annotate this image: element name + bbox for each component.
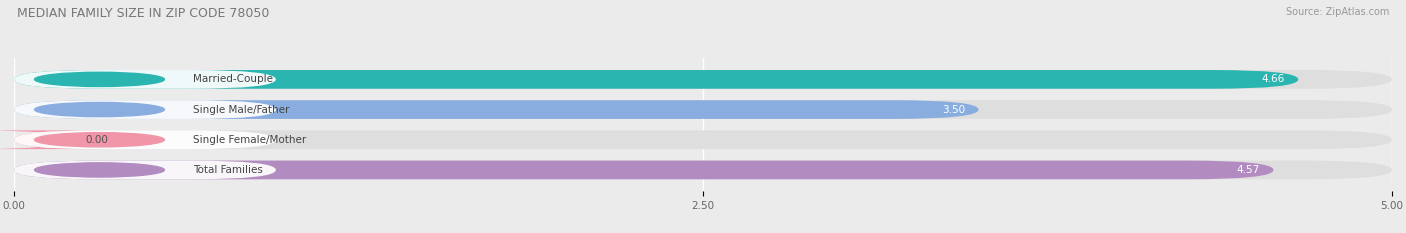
FancyBboxPatch shape (0, 130, 100, 149)
FancyBboxPatch shape (14, 130, 276, 149)
FancyBboxPatch shape (14, 161, 1392, 179)
Text: Single Female/Mother: Single Female/Mother (193, 135, 307, 145)
FancyBboxPatch shape (14, 70, 1392, 89)
FancyBboxPatch shape (14, 70, 276, 89)
Circle shape (35, 163, 165, 177)
FancyBboxPatch shape (14, 100, 1392, 119)
Text: Source: ZipAtlas.com: Source: ZipAtlas.com (1285, 7, 1389, 17)
FancyBboxPatch shape (14, 100, 979, 119)
FancyBboxPatch shape (14, 70, 1298, 89)
FancyBboxPatch shape (14, 161, 1274, 179)
FancyBboxPatch shape (14, 161, 276, 179)
Text: Married-Couple: Married-Couple (193, 74, 273, 84)
Text: MEDIAN FAMILY SIZE IN ZIP CODE 78050: MEDIAN FAMILY SIZE IN ZIP CODE 78050 (17, 7, 269, 20)
Text: 4.57: 4.57 (1236, 165, 1260, 175)
Text: 3.50: 3.50 (942, 105, 965, 115)
Circle shape (35, 72, 165, 86)
Text: Total Families: Total Families (193, 165, 263, 175)
Text: 0.00: 0.00 (86, 135, 108, 145)
Circle shape (35, 103, 165, 117)
FancyBboxPatch shape (14, 130, 1392, 149)
FancyBboxPatch shape (14, 100, 276, 119)
Circle shape (35, 133, 165, 147)
Text: Single Male/Father: Single Male/Father (193, 105, 290, 115)
Text: 4.66: 4.66 (1261, 74, 1285, 84)
